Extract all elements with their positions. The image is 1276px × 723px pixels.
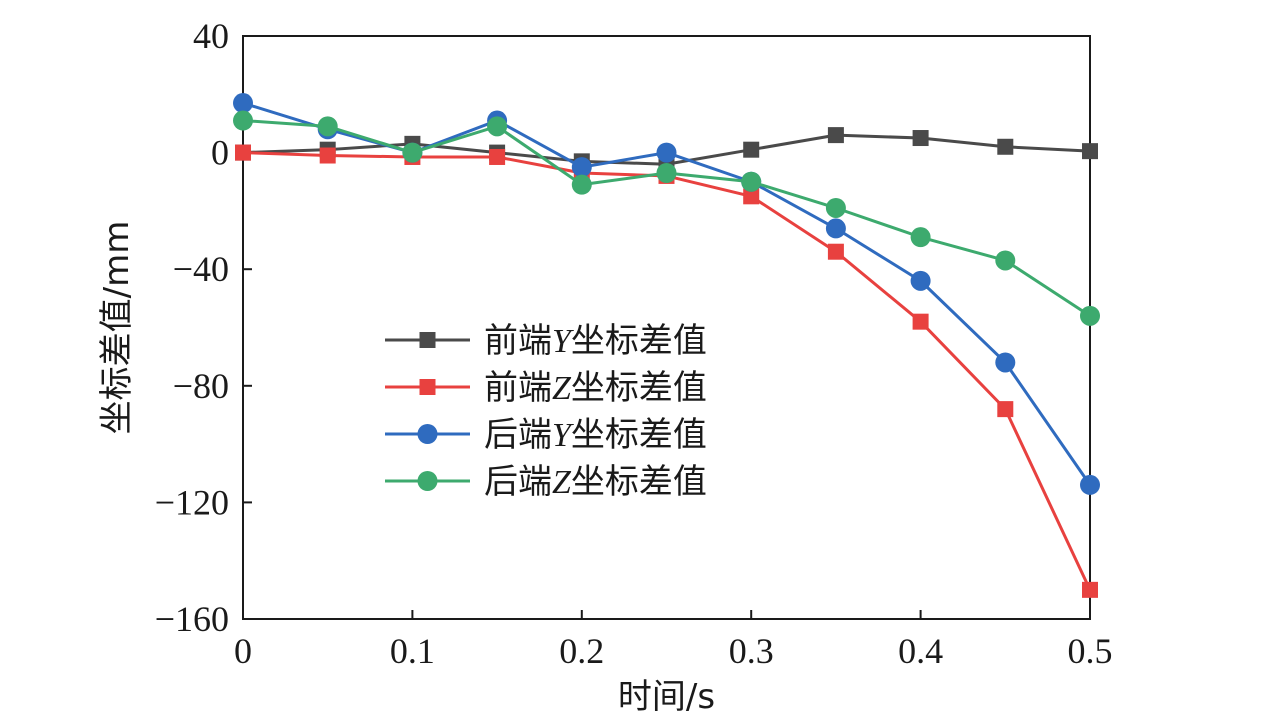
data-point — [571, 157, 592, 178]
data-point — [995, 250, 1016, 271]
legend-label-suffix: 坐标差值 — [571, 368, 707, 408]
data-point — [489, 148, 506, 165]
x-tick-label: 0.1 — [390, 631, 435, 671]
data-point — [825, 197, 846, 218]
legend-label: 后端Z坐标差值 — [484, 462, 707, 502]
plot-frame — [242, 35, 1091, 620]
x-tick-label: 0.4 — [898, 631, 943, 671]
data-point — [825, 218, 846, 239]
legend-label-italic: Z — [552, 464, 572, 501]
data-point — [317, 116, 338, 137]
data-point — [402, 142, 423, 163]
data-point — [995, 352, 1016, 373]
data-point — [235, 144, 251, 161]
y-tick-label: 40 — [193, 16, 229, 56]
legend-label: 前端Z坐标差值 — [484, 368, 707, 408]
legend-marker — [417, 424, 438, 444]
data-point — [233, 93, 253, 114]
data-point — [827, 243, 844, 260]
data-point — [1082, 581, 1098, 598]
y-tick-label: 0 — [211, 133, 229, 173]
data-point — [1080, 474, 1100, 495]
data-point — [912, 130, 929, 147]
legend-label-italic: Z — [552, 370, 572, 407]
legend-item-2: 后端Y坐标差值 — [385, 415, 707, 455]
data-point — [571, 174, 592, 195]
data-point — [319, 147, 336, 164]
y-tick-label: −160 — [155, 599, 229, 639]
x-axis-title: 时间/s — [618, 677, 715, 717]
x-tick-label: 0 — [234, 631, 252, 671]
data-point — [827, 127, 844, 144]
data-point — [743, 188, 760, 205]
y-axis-title: 坐标差值/mm — [97, 221, 137, 435]
legend-label-prefix: 前端 — [484, 368, 552, 408]
legend-item-1: 前端Z坐标差值 — [385, 368, 707, 408]
y-tick-label: −120 — [155, 482, 229, 522]
legend-label-suffix: 坐标差值 — [571, 415, 707, 455]
data-point — [910, 270, 931, 291]
data-point — [912, 313, 929, 330]
data-point — [743, 141, 760, 158]
data-point — [910, 227, 931, 248]
data-point — [656, 163, 677, 184]
legend-label-prefix: 后端 — [484, 462, 552, 502]
x-tick-label: 0.2 — [559, 631, 604, 671]
legend-marker — [419, 379, 436, 395]
data-point — [741, 171, 762, 192]
data-point — [233, 110, 253, 131]
y-tick-label: −40 — [173, 249, 229, 289]
legend-label: 前端Y坐标差值 — [484, 321, 707, 361]
ticks: 0 0.1 0.2 0.3 0.4 0.5 40 0 −40 −80 −120 −160 — [155, 16, 1113, 671]
axes — [242, 35, 1091, 620]
series-3 — [233, 110, 1100, 326]
legend-item-0: 前端Y坐标差值 — [385, 321, 707, 361]
data-point — [997, 138, 1014, 155]
data-point — [656, 142, 677, 163]
legend-label: 后端Y坐标差值 — [484, 415, 707, 455]
legend-item-3: 后端Z坐标差值 — [385, 462, 707, 502]
y-tick-label: −80 — [173, 366, 229, 406]
series-layer — [233, 93, 1100, 598]
legend-label-italic: Y — [552, 323, 574, 360]
data-point — [1080, 305, 1100, 326]
legend-marker — [419, 332, 436, 348]
data-point — [1082, 143, 1098, 160]
legend-marker — [417, 471, 438, 491]
legend-label-prefix: 前端 — [484, 321, 552, 361]
x-tick-label: 0.3 — [729, 631, 774, 671]
data-point — [997, 401, 1014, 418]
legend-label-suffix: 坐标差值 — [571, 462, 707, 502]
legend-label-italic: Y — [552, 417, 574, 454]
x-tick-label: 0.5 — [1068, 631, 1113, 671]
data-point — [487, 116, 508, 137]
legend-label-suffix: 坐标差值 — [571, 321, 707, 361]
legend-label-prefix: 后端 — [484, 415, 552, 455]
